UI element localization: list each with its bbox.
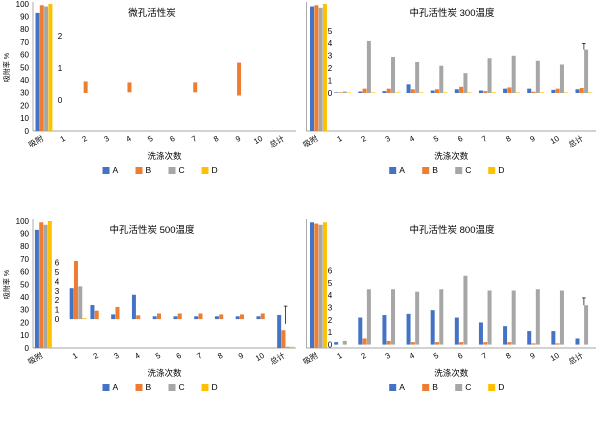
svg-text:1: 1 — [328, 328, 333, 337]
svg-text:A: A — [113, 382, 119, 392]
svg-text:20: 20 — [20, 318, 29, 327]
svg-text:100: 100 — [16, 0, 30, 9]
svg-text:0: 0 — [25, 127, 30, 136]
svg-text:微孔活性炭: 微孔活性炭 — [128, 7, 176, 19]
svg-text:A: A — [399, 382, 405, 392]
svg-text:1: 1 — [55, 306, 60, 315]
svg-text:B: B — [146, 382, 152, 392]
svg-text:B: B — [432, 165, 438, 175]
svg-text:30: 30 — [20, 306, 29, 315]
svg-text:吸附率 %: 吸附率 % — [2, 53, 11, 82]
svg-text:50: 50 — [20, 280, 29, 289]
svg-text:B: B — [432, 382, 438, 392]
svg-text:4: 4 — [328, 39, 333, 48]
svg-text:0: 0 — [25, 344, 30, 353]
svg-text:2: 2 — [328, 316, 333, 325]
svg-text:0: 0 — [328, 340, 333, 349]
svg-text:90: 90 — [20, 230, 29, 239]
svg-text:中孔活性炭 300温度: 中孔活性炭 300温度 — [410, 7, 495, 19]
svg-text:30: 30 — [20, 89, 29, 98]
svg-text:70: 70 — [20, 38, 29, 47]
svg-text:C: C — [465, 382, 471, 392]
svg-text:10: 10 — [20, 114, 29, 123]
svg-text:2: 2 — [58, 32, 63, 41]
svg-text:3: 3 — [328, 304, 333, 313]
svg-text:B: B — [146, 165, 152, 175]
svg-text:C: C — [179, 382, 185, 392]
svg-text:5: 5 — [55, 268, 60, 277]
svg-text:0: 0 — [328, 89, 333, 98]
svg-text:洗涤次数: 洗涤次数 — [434, 151, 469, 161]
svg-text:A: A — [399, 165, 405, 175]
svg-text:5: 5 — [328, 279, 333, 288]
svg-text:6: 6 — [328, 267, 333, 276]
svg-text:1: 1 — [328, 76, 333, 85]
svg-text:40: 40 — [20, 293, 29, 302]
svg-text:3: 3 — [55, 287, 60, 296]
svg-text:20: 20 — [20, 101, 29, 110]
svg-text:A: A — [113, 165, 119, 175]
svg-text:洗涤次数: 洗涤次数 — [434, 368, 469, 378]
svg-text:4: 4 — [55, 277, 60, 286]
svg-text:40: 40 — [20, 76, 29, 85]
svg-text:0: 0 — [55, 315, 60, 324]
svg-text:洗涤次数: 洗涤次数 — [147, 368, 182, 378]
svg-text:2: 2 — [328, 64, 333, 73]
svg-text:10: 10 — [20, 331, 29, 340]
svg-text:80: 80 — [20, 242, 29, 251]
svg-text:60: 60 — [20, 268, 29, 277]
svg-text:100: 100 — [16, 217, 30, 226]
svg-text:6: 6 — [55, 259, 60, 268]
svg-text:80: 80 — [20, 25, 29, 34]
svg-text:60: 60 — [20, 51, 29, 60]
svg-text:90: 90 — [20, 13, 29, 22]
svg-text:2: 2 — [55, 296, 60, 305]
svg-text:D: D — [498, 165, 504, 175]
svg-text:中孔活性炭 500温度: 中孔活性炭 500温度 — [110, 224, 195, 236]
svg-text:吸附率 %: 吸附率 % — [2, 270, 11, 299]
svg-text:中孔活性炭 800温度: 中孔活性炭 800温度 — [410, 224, 495, 236]
svg-text:70: 70 — [20, 255, 29, 264]
svg-text:0: 0 — [58, 96, 63, 105]
svg-text:3: 3 — [328, 52, 333, 61]
svg-text:C: C — [179, 165, 185, 175]
svg-text:50: 50 — [20, 63, 29, 72]
svg-text:D: D — [498, 382, 504, 392]
svg-text:D: D — [212, 165, 218, 175]
svg-text:5: 5 — [328, 27, 333, 36]
svg-text:D: D — [212, 382, 218, 392]
svg-text:1: 1 — [58, 64, 63, 73]
svg-text:洗涤次数: 洗涤次数 — [147, 151, 182, 161]
svg-text:4: 4 — [328, 291, 333, 300]
svg-text:C: C — [465, 165, 471, 175]
